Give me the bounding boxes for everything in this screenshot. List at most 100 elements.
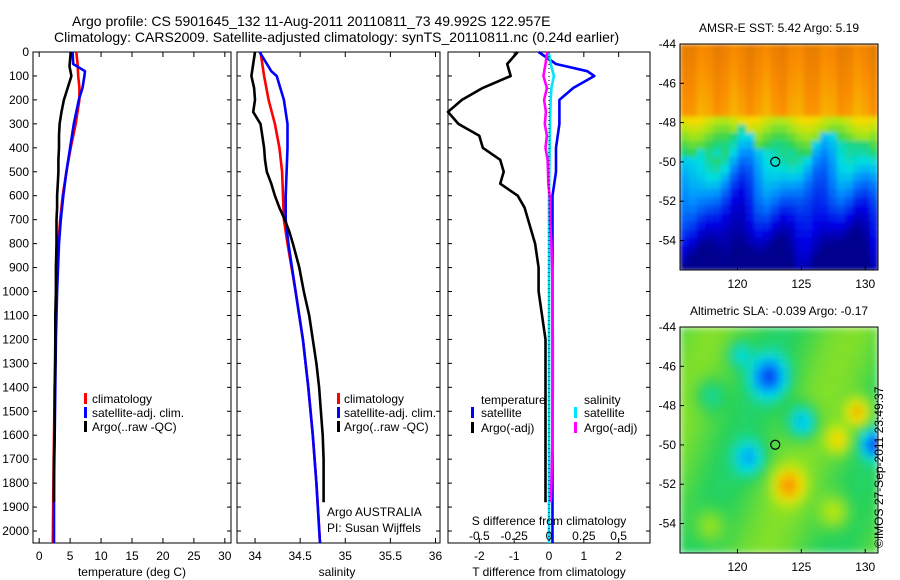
heatmap-cell [820, 197, 830, 207]
heatmap-cell [762, 213, 772, 223]
heatmap-cell [845, 375, 854, 385]
heatmap-cell [820, 132, 830, 142]
heatmap-cell [812, 343, 821, 352]
heatmap-cell [820, 237, 830, 247]
x-tick-label: 25 [187, 549, 201, 563]
heatmap-cell [770, 60, 780, 69]
heatmap-cell [812, 415, 821, 425]
heatmap-cell [795, 464, 805, 473]
heatmap-cell [688, 253, 698, 263]
heatmap-cell [680, 351, 689, 360]
heatmap-cell [787, 472, 797, 481]
heatmap-cell [779, 229, 788, 239]
heatmap-cell [770, 92, 780, 102]
legend-header: salinity [584, 393, 621, 407]
heatmap-cell [721, 480, 731, 490]
heatmap-cell [861, 148, 871, 158]
imos-timestamp: ©IMOS 27-Sep-2011 23:49:37 [872, 386, 886, 548]
heatmap-cell [737, 189, 747, 198]
heatmap-cell [713, 520, 722, 530]
heatmap-cell [779, 456, 788, 465]
heatmap-cell [680, 157, 689, 166]
heatmap-cell [754, 520, 764, 530]
heatmap-cell [737, 496, 747, 506]
heatmap-cell [803, 213, 813, 223]
heatmap-cell [680, 116, 689, 126]
heatmap-cell [696, 229, 706, 239]
heatmap-cell [779, 92, 788, 102]
heatmap-cell [828, 496, 838, 506]
heatmap-cell [836, 157, 846, 166]
heatmap-cell [696, 440, 706, 449]
heatmap-cell [828, 237, 838, 247]
plot-frame [236, 51, 441, 544]
heatmap-cell [696, 528, 706, 538]
heatmap-cell [721, 520, 731, 530]
heatmap-cell [853, 189, 863, 198]
heatmap-cell [713, 415, 722, 425]
heatmap-cell [812, 157, 821, 166]
heatmap-cell [861, 76, 871, 85]
heatmap-cell [820, 335, 830, 344]
heatmap-cell [795, 423, 805, 433]
heatmap-cell [680, 52, 689, 61]
heatmap-cell [795, 44, 805, 53]
heatmap-cell [845, 92, 854, 102]
heatmap-cell [845, 84, 854, 94]
heatmap-cell [845, 528, 854, 538]
heatmap-cell [803, 431, 813, 441]
heatmap-cell [713, 480, 722, 490]
heatmap-cell [754, 464, 764, 473]
heatmap-cell [820, 173, 830, 182]
heatmap-cell [746, 440, 755, 449]
heatmap-cell [770, 52, 780, 61]
heatmap-cell [853, 528, 863, 538]
heatmap-cell [820, 488, 830, 498]
heatmap-cell [680, 197, 689, 207]
heatmap-cell [820, 213, 830, 223]
heatmap-cell [820, 60, 830, 69]
heatmap-cell [746, 327, 755, 336]
heatmap-cell [795, 472, 805, 481]
sla-map-title: Altimetric SLA: -0.039 Argo: -0.17 [690, 304, 868, 318]
heatmap-cell [770, 335, 780, 344]
heatmap-cell [795, 407, 805, 417]
legend-swatch [574, 422, 577, 433]
heatmap-cell [680, 205, 689, 215]
heatmap-cell [754, 359, 764, 368]
heatmap-cell [754, 253, 764, 263]
heatmap-cell [820, 528, 830, 538]
heatmap-cell [795, 157, 805, 166]
heatmap-cell [688, 464, 698, 473]
heatmap-cell [853, 423, 863, 433]
heatmap-cell [770, 343, 780, 352]
heatmap-cell [762, 148, 772, 158]
heatmap-cell [779, 383, 788, 393]
heatmap-cell [861, 253, 871, 263]
heatmap-cell [770, 456, 780, 465]
heatmap-cell [812, 253, 821, 263]
heatmap-cell [869, 76, 878, 85]
heatmap-cell [746, 189, 755, 198]
heatmap-cell [861, 496, 871, 506]
heatmap-cell [737, 335, 747, 344]
heatmap-cell [713, 165, 722, 174]
heatmap-cell [721, 100, 731, 110]
heatmap-cell [680, 132, 689, 142]
heatmap-cell [820, 544, 830, 553]
heatmap-cell [836, 116, 846, 126]
heatmap-cell [836, 536, 846, 546]
heatmap-cell [795, 480, 805, 490]
heatmap-cell [828, 60, 838, 69]
heatmap-cell [696, 431, 706, 441]
heatmap-cell [795, 181, 805, 190]
heatmap-cell [779, 68, 788, 77]
heatmap-cell [729, 415, 739, 425]
heatmap-cell [680, 383, 689, 393]
heatmap-cell [762, 440, 772, 449]
heatmap-cell [704, 504, 714, 514]
heatmap-cell [853, 197, 863, 207]
heatmap-cell [853, 536, 863, 546]
heatmap-cell [828, 253, 838, 263]
heatmap-cell [779, 520, 788, 530]
